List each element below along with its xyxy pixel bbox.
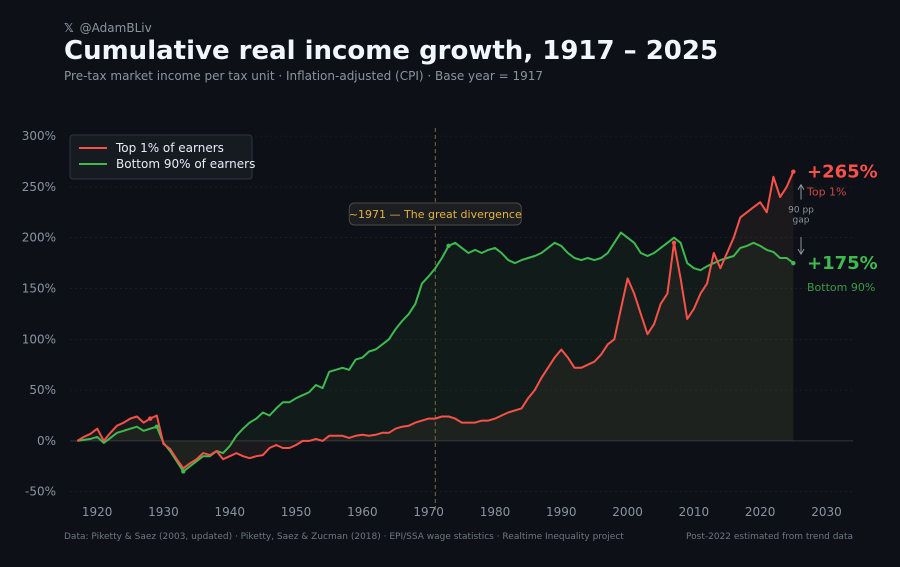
bottom-90-line: [77, 231, 794, 473]
top-highlight-dot: [791, 169, 796, 174]
x-tick-label: 1960: [347, 505, 378, 519]
y-tick-label: 200%: [22, 231, 56, 245]
top-end-value: +265%: [807, 162, 878, 183]
data-sources: Data: Piketty & Saez (2003, updated) · P…: [64, 532, 624, 542]
bottom-highlight-dot: [154, 424, 160, 429]
legend-entry: Bottom 90% of earners: [116, 157, 255, 171]
gap-arrow-up-icon: [797, 183, 805, 190]
axes: -50% 0% 50% 100% 150% 200% 250% 300% 1920 1930 194…: [22, 129, 842, 519]
top-end-sublabel: Top 1%: [806, 186, 847, 199]
x-logo-icon: 𝕏: [64, 21, 74, 35]
estimate-note: Post-2022 estimated from trend data: [686, 532, 853, 542]
bottom-highlight-dot: [181, 469, 186, 474]
y-tick-label: 250%: [22, 180, 56, 194]
bottom-end-value: +175%: [807, 253, 878, 274]
legend-box: [69, 134, 253, 180]
gap-arrow-down-icon: [797, 248, 805, 256]
x-tick-label: 1940: [214, 505, 245, 519]
x-tick-label: 2030: [811, 505, 842, 519]
highlight-points: [147, 169, 796, 474]
legend: Top 1% of earners Bottom 90% of earners: [69, 134, 255, 180]
top-highlight-dot: [671, 240, 677, 246]
y-tick-label: 0%: [37, 434, 56, 448]
divergence-label: ~1971 — The great divergence: [349, 208, 522, 221]
bottom-highlight-dot: [791, 260, 796, 266]
y-tick-label: 50%: [29, 383, 56, 397]
y-tick-label: 300%: [22, 129, 56, 143]
x-tick-label: 1990: [546, 505, 577, 519]
x-tick-label: 1980: [480, 505, 511, 519]
chart-title: Cumulative real income growth, 1917 – 20…: [64, 36, 719, 66]
y-tick-label: 100%: [22, 332, 56, 346]
x-tick-label: 1970: [413, 505, 444, 519]
y-tick-label: 150%: [22, 282, 56, 296]
top-highlight-dot: [147, 416, 153, 421]
x-tick-label: 1920: [82, 505, 113, 519]
gap-value: 90 pp: [788, 206, 814, 216]
y-tick-label: -50%: [25, 485, 56, 499]
author-handle: 𝕏 @AdamBLiv: [64, 21, 152, 35]
x-tick-label: 2000: [612, 505, 643, 519]
x-tick-label: 2020: [745, 505, 776, 519]
legend-entry: Top 1% of earners: [115, 141, 224, 155]
x-tick-label: 1950: [281, 505, 312, 519]
x-tick-label: 2010: [679, 505, 710, 519]
handle-text: @AdamBLiv: [79, 21, 152, 35]
divergence-label-box: [348, 202, 522, 226]
bottom-highlight-dot: [446, 243, 451, 249]
gap-word: gap: [793, 216, 810, 226]
chart-subtitle: Pre-tax market income per tax unit · Inf…: [64, 69, 544, 83]
bottom-end-sublabel: Bottom 90%: [807, 281, 875, 294]
x-tick-label: 1930: [148, 505, 179, 519]
top-area-fill: [77, 171, 794, 469]
annotations: ~1971 — The great divergence: [348, 128, 522, 510]
